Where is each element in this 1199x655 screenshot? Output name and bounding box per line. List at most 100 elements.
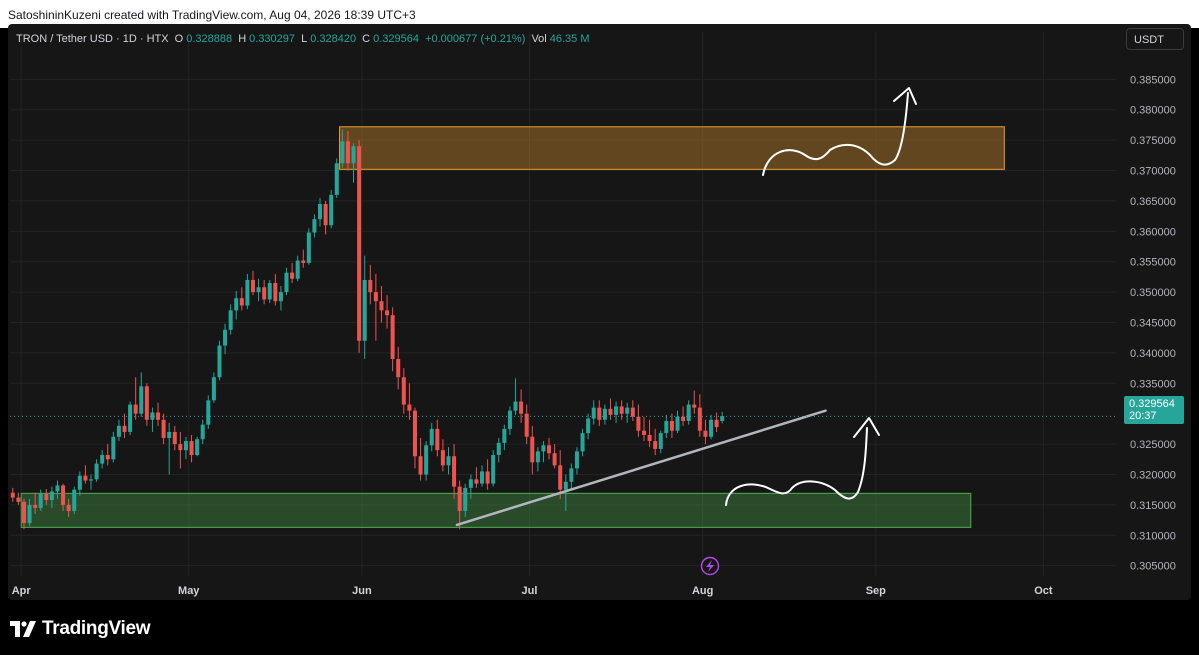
candle <box>172 425 177 451</box>
arrow-head-icon <box>893 87 917 105</box>
candle-body <box>686 404 691 421</box>
candle-body <box>541 445 546 452</box>
candle <box>340 129 345 168</box>
y-tick-label: 0.325000 <box>1130 439 1176 451</box>
candle <box>94 459 99 482</box>
x-tick-label: Sep <box>866 585 886 597</box>
candle-body <box>625 407 630 414</box>
chart-panel[interactable] <box>8 24 1191 600</box>
volume-label: Vol <box>531 33 547 45</box>
bar-countdown: 20:37 <box>1129 410 1157 422</box>
candle-body <box>27 504 32 524</box>
currency-button[interactable]: USDT <box>1126 28 1184 50</box>
candle-body <box>122 425 127 432</box>
candle-body <box>61 485 66 505</box>
candle <box>385 295 390 329</box>
candle-body <box>401 377 406 405</box>
candle-body <box>569 468 574 482</box>
candle <box>351 143 356 183</box>
candle <box>301 249 306 268</box>
y-tick-label: 0.355000 <box>1130 257 1176 269</box>
candle <box>653 428 658 456</box>
y-tick-label: 0.335000 <box>1130 378 1176 390</box>
candle <box>77 471 82 496</box>
candle <box>418 438 423 481</box>
candle <box>647 419 652 448</box>
candle <box>429 422 434 452</box>
candle-body <box>33 504 38 508</box>
candle <box>569 463 574 490</box>
candle <box>200 419 205 445</box>
candle-body <box>172 431 177 445</box>
candle <box>284 267 289 296</box>
y-tick-label: 0.305000 <box>1130 561 1176 573</box>
candle-body <box>396 358 401 378</box>
candle <box>228 304 233 335</box>
close-value: 0.329564 <box>373 33 420 45</box>
candle-body <box>111 436 116 460</box>
y-axis[interactable]: 0.385000 0.380000 0.375000 0.370000 0.365000… <box>1130 74 1176 572</box>
candle-body <box>647 434 652 442</box>
last-price-badge: 0.329564 20:37 <box>1124 396 1184 424</box>
candle <box>273 273 278 306</box>
x-axis[interactable]: Apr May Jun Jul Aug Sep Oct <box>12 585 1053 597</box>
candle-body <box>614 406 619 415</box>
candle-body <box>38 493 43 508</box>
candle-body <box>295 260 300 279</box>
candle <box>111 431 116 463</box>
candle <box>334 158 339 198</box>
candle-body <box>318 203 323 220</box>
candle-body <box>636 416 641 431</box>
candle <box>295 255 300 282</box>
candle <box>66 498 71 518</box>
x-tick-label: Jul <box>522 585 538 597</box>
candle-body <box>301 260 306 263</box>
candle-body <box>507 410 512 429</box>
candle-body <box>368 279 373 293</box>
candle-body <box>72 489 77 511</box>
candle <box>407 383 412 420</box>
candle-body <box>547 445 552 454</box>
candle <box>211 372 216 403</box>
trendline <box>455 409 827 527</box>
candle <box>457 480 462 530</box>
candle <box>720 411 725 424</box>
candle-body <box>558 465 563 490</box>
candle-body <box>429 428 434 446</box>
candle <box>183 436 188 460</box>
candle <box>329 189 334 229</box>
candle <box>38 489 43 511</box>
candle-body <box>77 475 82 490</box>
attribution-text: SatoshininKuzeni created with TradingVie… <box>8 8 416 22</box>
candle-body <box>574 451 579 469</box>
candle <box>21 498 26 530</box>
candle <box>625 402 630 423</box>
candle-body <box>658 433 663 449</box>
candle <box>524 404 529 445</box>
candle-body <box>100 455 105 464</box>
candle <box>597 400 602 426</box>
lightning-icon[interactable] <box>700 556 720 576</box>
candle <box>658 430 663 454</box>
candle-body <box>703 430 708 437</box>
candle <box>703 419 708 445</box>
candle <box>468 474 473 499</box>
candle <box>530 425 535 475</box>
candle-body <box>714 419 719 428</box>
candle-body <box>262 287 267 300</box>
symbol-label[interactable]: TRON / Tether USD · 1D · HTX <box>16 33 169 45</box>
candle-body <box>446 456 451 466</box>
candle <box>88 474 94 490</box>
candle <box>156 402 161 426</box>
candle-body <box>250 279 255 293</box>
candle-body <box>591 407 596 419</box>
candle-body <box>211 377 216 401</box>
candle <box>206 395 211 429</box>
candle-body <box>630 407 635 417</box>
candle-body <box>390 315 395 359</box>
attribution-bar: SatoshininKuzeni created with TradingVie… <box>0 0 1199 28</box>
candle-body <box>474 479 479 484</box>
high-label: H <box>238 33 247 45</box>
candle-body <box>133 404 138 414</box>
